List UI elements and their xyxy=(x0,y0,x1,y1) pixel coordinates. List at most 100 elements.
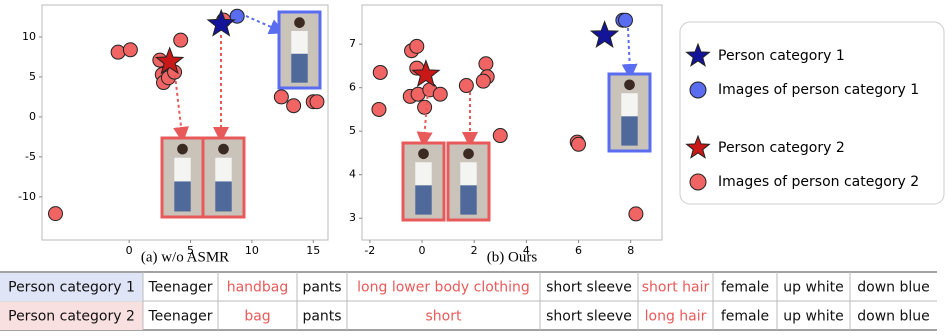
table-cell: female xyxy=(721,280,769,296)
point xyxy=(286,98,302,114)
jeans xyxy=(415,185,432,215)
star-point xyxy=(154,46,185,75)
star-point xyxy=(206,8,236,37)
point xyxy=(417,99,433,115)
y-tick-label: -5 xyxy=(25,150,36,163)
legend-box xyxy=(679,21,945,205)
row-label-bg xyxy=(0,302,143,330)
point xyxy=(628,206,644,222)
legend-label: Person category 2 xyxy=(718,140,845,156)
caption: (a) w/o ASMR xyxy=(141,249,229,265)
point xyxy=(571,136,587,152)
y-tick-label: 5 xyxy=(29,70,36,83)
row-label-bg xyxy=(0,273,143,301)
table-cell: short xyxy=(426,309,462,325)
head xyxy=(177,143,188,155)
arrows xyxy=(173,15,638,148)
table-cell: Person category 1 xyxy=(8,280,135,296)
shirt xyxy=(415,162,432,186)
table-cell: pants xyxy=(302,280,341,296)
x-tick-label: 2 xyxy=(471,244,478,257)
point xyxy=(372,64,388,80)
point xyxy=(492,128,508,144)
point xyxy=(371,101,387,117)
jeans xyxy=(215,181,232,212)
legend-circle xyxy=(689,173,707,191)
x-tick-label: 4 xyxy=(523,244,530,257)
jeans xyxy=(460,185,477,215)
y-tick-label: 10 xyxy=(22,30,36,43)
table-cell: short sleeve xyxy=(546,309,632,325)
x-tick-label: 0 xyxy=(126,244,133,257)
jeans xyxy=(621,116,638,146)
y-tick-label: -10 xyxy=(18,190,36,203)
caption: (b) Ours xyxy=(487,249,538,265)
point xyxy=(110,44,126,60)
table-cell: long hair xyxy=(645,309,707,325)
legend-star xyxy=(685,134,711,159)
star-point xyxy=(411,59,441,88)
person-images xyxy=(173,15,638,148)
legend-label: Images of person category 1 xyxy=(718,82,919,98)
point xyxy=(475,73,491,89)
point xyxy=(48,206,64,222)
head xyxy=(624,79,635,91)
head xyxy=(418,148,429,160)
table-cell: Person category 2 xyxy=(8,309,135,325)
table-cell: short hair xyxy=(642,280,710,296)
table-cell: long lower body clothing xyxy=(357,280,530,296)
x-tick-label: 15 xyxy=(306,244,320,257)
jeans xyxy=(174,181,191,212)
shirt xyxy=(460,162,477,186)
person-image xyxy=(446,141,491,222)
table-cell: down blue xyxy=(857,280,930,296)
table-cell: handbag xyxy=(227,280,289,296)
x-tick-label: 5 xyxy=(187,244,194,257)
table-cell: up white xyxy=(783,280,844,296)
point xyxy=(409,38,425,54)
table-cell: pants xyxy=(302,309,341,325)
table-cell: female xyxy=(721,309,769,325)
y-tick-label: 5 xyxy=(349,124,356,137)
point xyxy=(273,89,289,105)
y-tick-label: 6 xyxy=(349,81,356,94)
x-tick-label: 6 xyxy=(575,244,582,257)
x-tick-label: 10 xyxy=(245,244,259,257)
person-image xyxy=(160,136,205,219)
person-image xyxy=(607,72,652,153)
star-point xyxy=(589,20,620,48)
legend-label: Images of person category 2 xyxy=(718,174,919,190)
shirt xyxy=(291,31,308,54)
plot-frame xyxy=(41,4,329,241)
legend-label: Person category 1 xyxy=(718,48,845,64)
y-tick-label: 7 xyxy=(349,37,356,50)
table-cell: Teenager xyxy=(147,309,212,325)
table-cell: bag xyxy=(244,309,270,325)
person-image xyxy=(201,136,246,219)
point xyxy=(458,78,474,94)
shirt xyxy=(621,93,638,117)
table-cell: Teenager xyxy=(147,280,212,296)
person-image xyxy=(401,141,446,222)
legend-star xyxy=(685,42,711,67)
table-cell: down blue xyxy=(857,309,930,325)
y-tick-label: 0 xyxy=(29,110,36,123)
x-tick-label: 8 xyxy=(627,244,634,257)
head xyxy=(463,148,474,160)
shirt xyxy=(215,157,232,182)
x-tick-label: -2 xyxy=(364,244,375,257)
point xyxy=(432,86,448,102)
person-image xyxy=(277,10,322,90)
y-tick-label: 4 xyxy=(349,168,356,181)
head xyxy=(294,17,305,28)
point xyxy=(173,32,189,48)
jeans xyxy=(291,53,308,83)
point xyxy=(478,56,494,72)
legend-circle xyxy=(689,81,707,99)
point xyxy=(309,94,325,110)
point xyxy=(617,12,633,28)
x-tick-label: 0 xyxy=(419,244,426,257)
table-cell: short sleeve xyxy=(546,280,632,296)
table-cell: up white xyxy=(783,309,844,325)
